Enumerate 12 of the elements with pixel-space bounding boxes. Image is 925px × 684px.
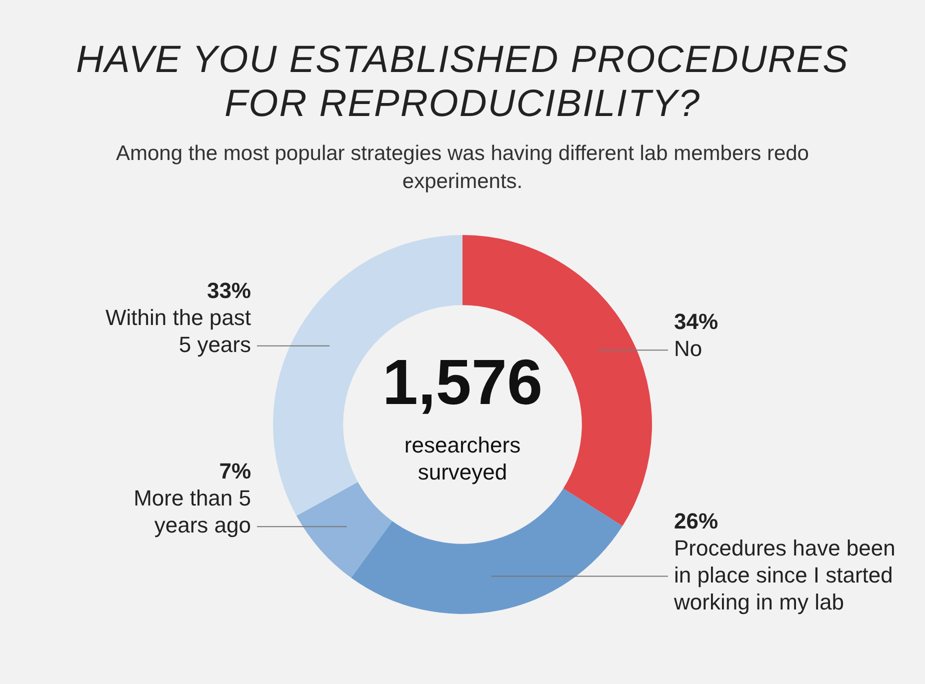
text: 1,576 <box>382 346 543 418</box>
data-label: 7% <box>219 458 251 484</box>
data-label: 26% <box>674 508 718 534</box>
slice-label: No <box>674 336 702 362</box>
chart-title: HAVE YOU ESTABLISHED PROCEDURES FOR REPRODUCIBILITY? <box>75 38 850 126</box>
chart-subtitle: Among the most popular strategies was having different lab members redo experiments. <box>115 141 810 195</box>
slice-label: Procedures have been in place since I started working in my lab <box>673 535 896 614</box>
data-label: 33% <box>206 278 251 303</box>
data-label: 34% <box>674 309 718 334</box>
text: researchers surveyed <box>404 432 521 485</box>
slice-label: More than 5 years ago <box>134 486 251 538</box>
slice-label: Within the past 5 years <box>105 304 251 357</box>
